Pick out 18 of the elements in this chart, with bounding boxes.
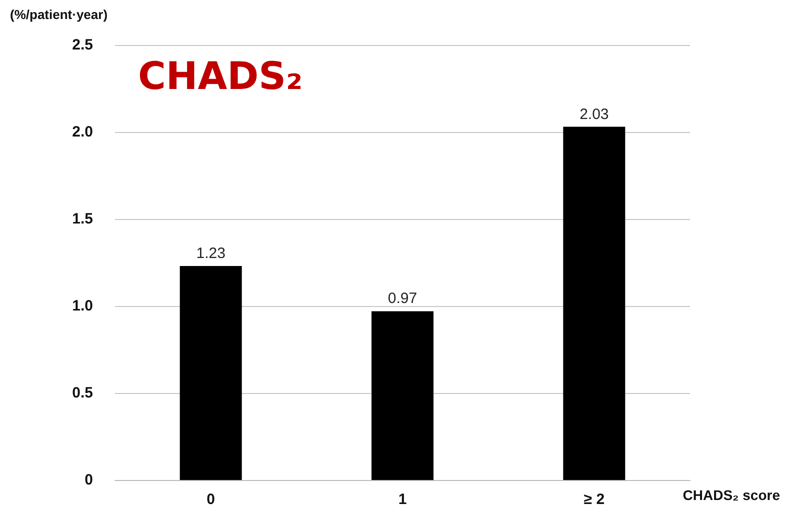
x-axis-title: CHADS₂ score xyxy=(682,487,780,503)
x-tick-label: 1 xyxy=(398,491,407,508)
x-tick-label: ≥ 2 xyxy=(584,491,605,508)
y-tick-label: 2.0 xyxy=(72,124,93,140)
bar xyxy=(563,126,626,480)
chart-title: CHADS₂ xyxy=(138,54,303,98)
data-label: 2.03 xyxy=(580,106,609,123)
y-tick-label: 1.0 xyxy=(72,298,93,314)
y-axis-title: (%/patient·year) xyxy=(10,7,108,22)
bar xyxy=(180,266,242,480)
bar xyxy=(372,311,434,480)
data-label: 1.23 xyxy=(196,244,226,262)
data-label: 0.97 xyxy=(388,290,418,308)
y-tick-label: 2.5 xyxy=(72,36,93,54)
y-tick-label: 1.5 xyxy=(72,210,93,228)
y-tick-label: 0.5 xyxy=(72,384,93,402)
x-tick-label: 0 xyxy=(206,491,216,508)
y-tick-label: 0 xyxy=(84,472,93,488)
